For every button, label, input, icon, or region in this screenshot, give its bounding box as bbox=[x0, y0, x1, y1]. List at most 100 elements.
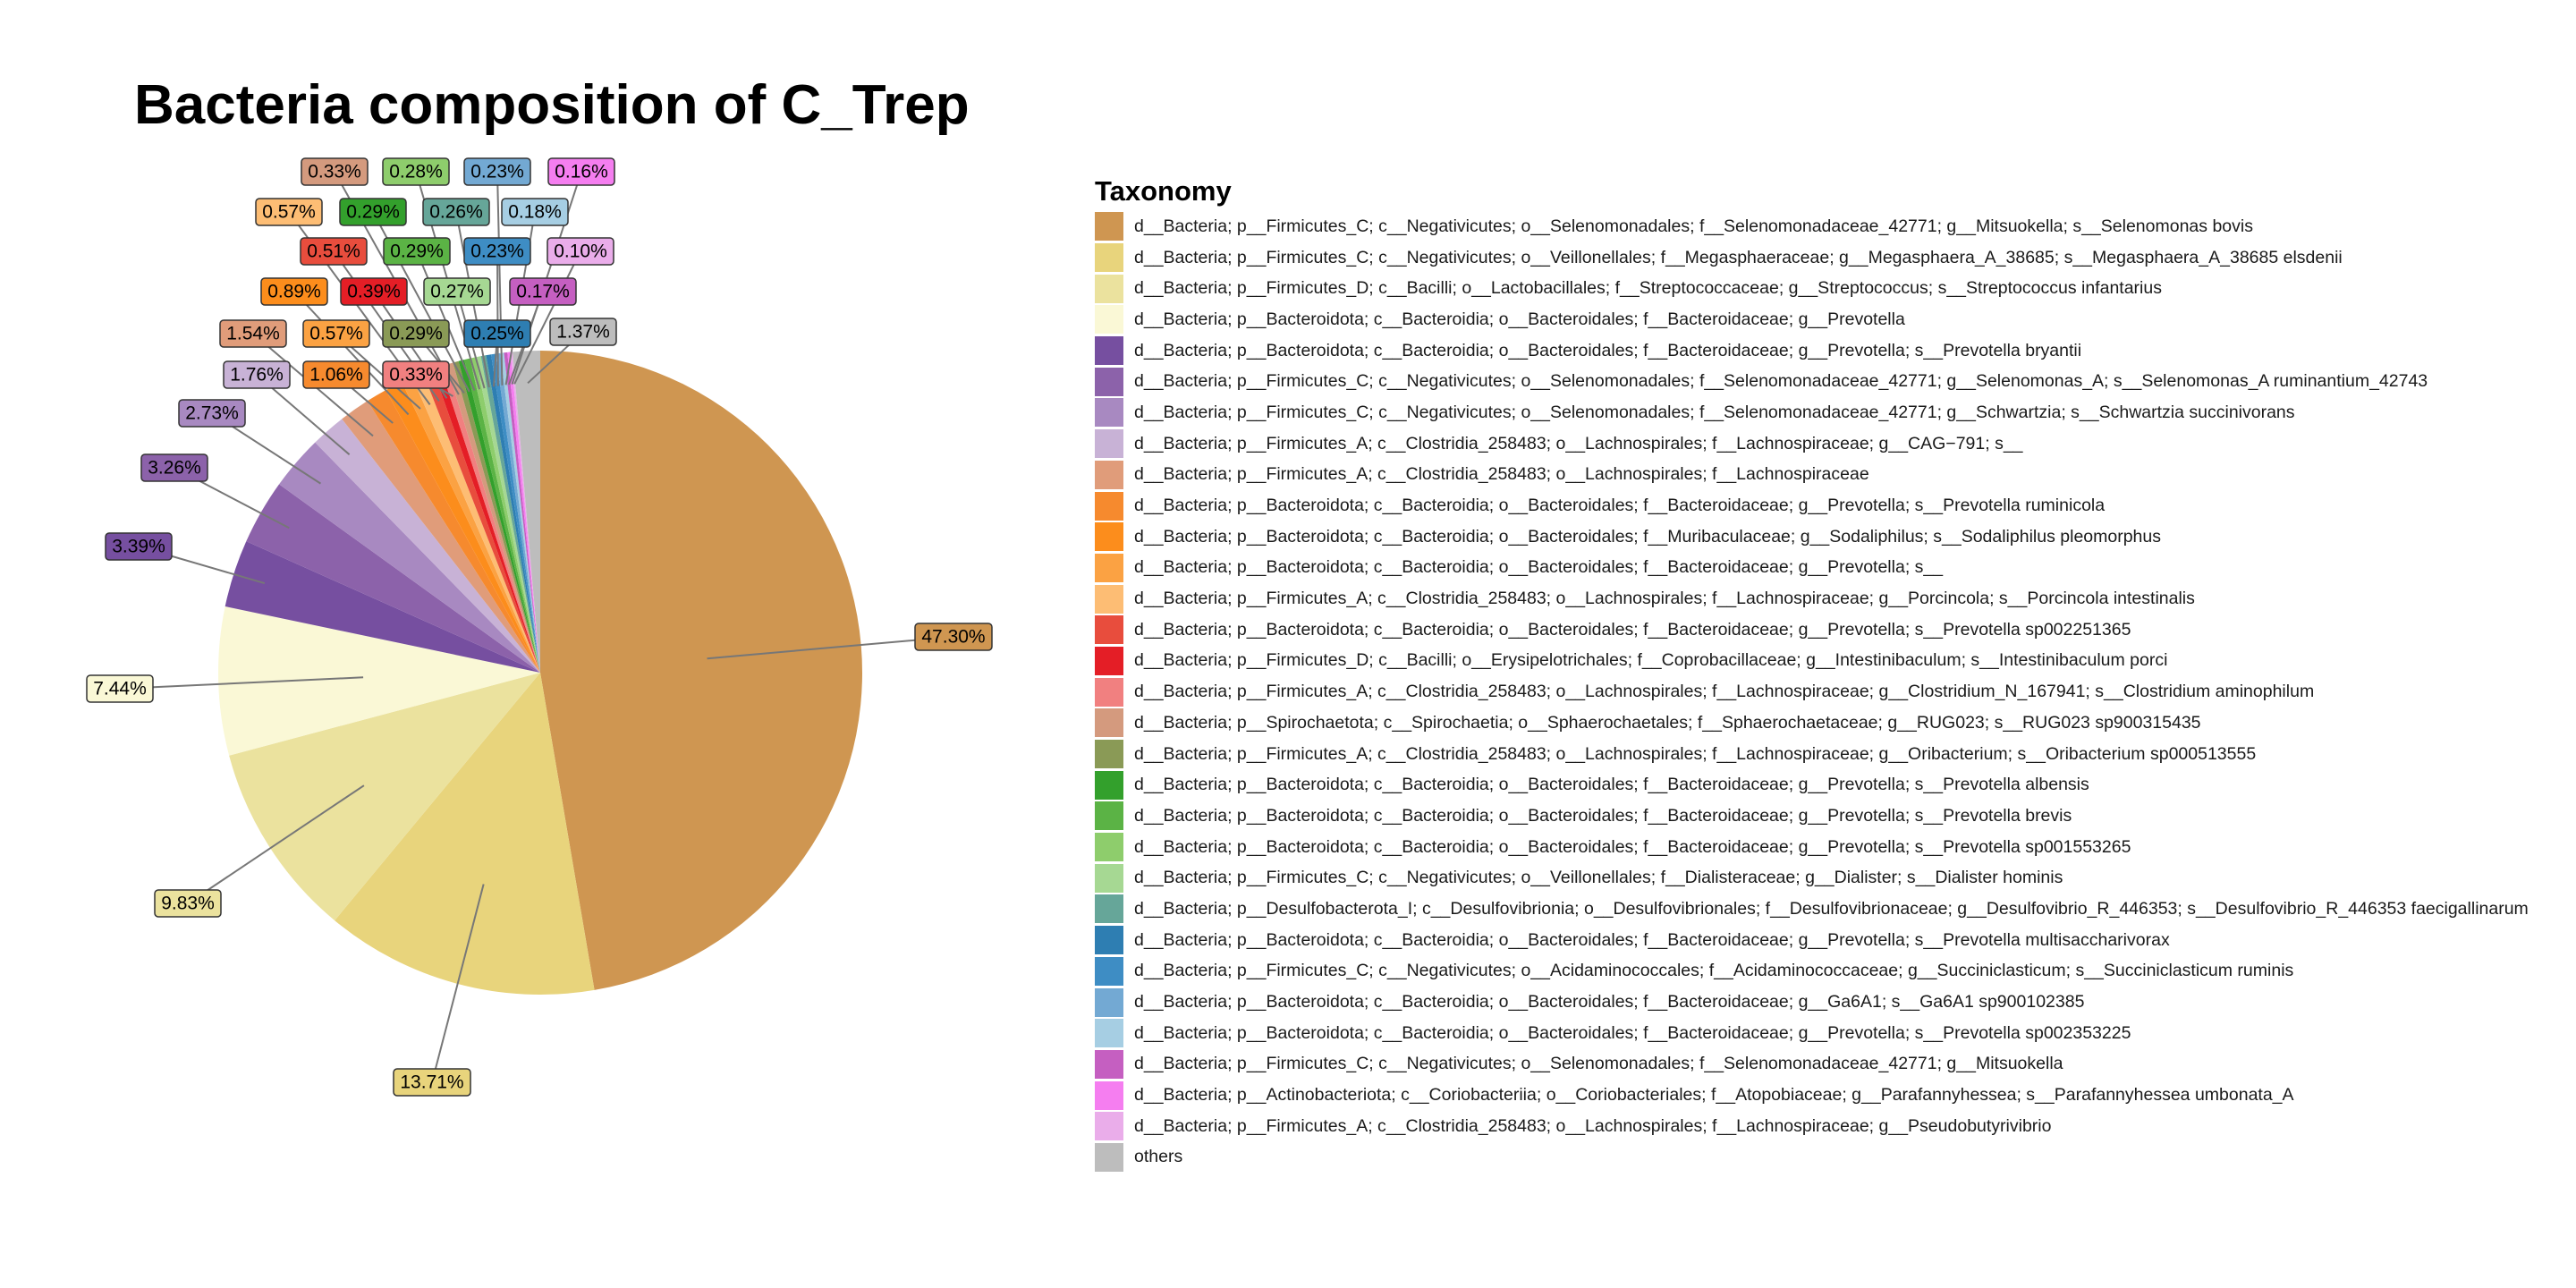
slice-value-label: 0.27% bbox=[423, 277, 491, 306]
legend-label: d__Bacteria; p__Bacteroidota; c__Bactero… bbox=[1134, 557, 1944, 578]
pie-slice bbox=[500, 352, 540, 673]
legend-label: others bbox=[1134, 1147, 1183, 1167]
legend-label: d__Bacteria; p__Firmicutes_A; c__Clostri… bbox=[1134, 433, 2023, 453]
legend-color-key bbox=[1095, 833, 1123, 862]
legend-label: d__Bacteria; p__Firmicutes_D; c__Bacilli… bbox=[1134, 278, 2162, 299]
slice-label-box bbox=[547, 237, 614, 266]
legend-item: d__Bacteria; p__Firmicutes_D; c__Bacilli… bbox=[1095, 273, 2529, 304]
slice-value-text: 0.57% bbox=[309, 324, 363, 344]
legend-item: d__Bacteria; p__Bacteroidota; c__Bactero… bbox=[1095, 987, 2529, 1018]
pie-slice bbox=[507, 352, 540, 673]
slice-value-text: 3.26% bbox=[148, 458, 201, 479]
legend-label: d__Bacteria; p__Bacteroidota; c__Bactero… bbox=[1134, 340, 2082, 360]
legend-color-key bbox=[1095, 615, 1123, 645]
slice-label-box bbox=[178, 399, 246, 428]
legend-items: d__Bacteria; p__Firmicutes_C; c__Negativ… bbox=[1095, 211, 2529, 1173]
slice-value-label: 0.29% bbox=[339, 198, 407, 226]
legend-label: d__Bacteria; p__Firmicutes_C; c__Negativ… bbox=[1134, 402, 2295, 422]
legend-item: d__Bacteria; p__Firmicutes_A; c__Clostri… bbox=[1095, 460, 2529, 491]
legend-item: others bbox=[1095, 1142, 2529, 1174]
pie-slice bbox=[510, 352, 540, 673]
legend-label: d__Bacteria; p__Firmicutes_C; c__Negativ… bbox=[1134, 1054, 2063, 1074]
legend-item: d__Bacteria; p__Firmicutes_C; c__Negativ… bbox=[1095, 211, 2529, 242]
slice-value-text: 0.10% bbox=[554, 242, 607, 262]
legend-item: d__Bacteria; p__Firmicutes_D; c__Bacilli… bbox=[1095, 646, 2529, 677]
slice-label-box bbox=[914, 623, 993, 651]
legend-color-key bbox=[1095, 646, 1123, 675]
slice-label-box bbox=[382, 360, 450, 389]
legend-item: d__Bacteria; p__Bacteroidota; c__Bactero… bbox=[1095, 335, 2529, 367]
legend-color-key bbox=[1095, 491, 1123, 521]
legend-item: d__Bacteria; p__Bacteroidota; c__Bactero… bbox=[1095, 521, 2529, 553]
legend-item: d__Bacteria; p__Desulfobacterota_I; c__D… bbox=[1095, 894, 2529, 925]
slice-label-box bbox=[547, 157, 615, 186]
pie-slice bbox=[367, 390, 540, 673]
legend-color-key bbox=[1095, 708, 1123, 738]
slice-label-box bbox=[340, 277, 408, 306]
legend-label: d__Bacteria; p__Firmicutes_A; c__Clostri… bbox=[1134, 589, 2195, 609]
legend-color-key bbox=[1095, 336, 1123, 366]
leader-line bbox=[496, 250, 499, 386]
slice-value-text: 0.25% bbox=[470, 324, 524, 344]
pie-slice bbox=[496, 352, 540, 673]
slice-value-label: 0.33% bbox=[301, 157, 369, 186]
slice-value-label: 3.39% bbox=[105, 532, 173, 561]
slice-label-box bbox=[105, 532, 173, 561]
legend-label: d__Bacteria; p__Bacteroidota; c__Bactero… bbox=[1134, 1022, 2131, 1043]
pie-slice bbox=[491, 353, 540, 673]
legend-color-key bbox=[1095, 1080, 1123, 1110]
slice-value-label: 1.06% bbox=[302, 360, 370, 389]
slice-value-text: 0.16% bbox=[555, 162, 608, 182]
slice-value-text: 0.33% bbox=[389, 365, 443, 386]
slice-value-text: 0.29% bbox=[346, 202, 400, 223]
slice-label-box bbox=[339, 198, 407, 226]
legend-item: d__Bacteria; p__Bacteroidota; c__Bactero… bbox=[1095, 1018, 2529, 1049]
legend-item: d__Bacteria; p__Firmicutes_C; c__Negativ… bbox=[1095, 956, 2529, 987]
slice-label-box bbox=[255, 198, 323, 226]
slice-value-label: 0.10% bbox=[547, 237, 614, 266]
legend-color-key bbox=[1095, 553, 1123, 582]
legend-item: d__Bacteria; p__Bacteroidota; c__Bactero… bbox=[1095, 614, 2529, 646]
pie-slice bbox=[432, 366, 540, 673]
slice-value-text: 0.27% bbox=[430, 282, 484, 302]
slice-label-box bbox=[140, 453, 208, 482]
pie-slice bbox=[342, 401, 540, 673]
pie-slice bbox=[475, 356, 540, 673]
legend-item: d__Bacteria; p__Firmicutes_A; c__Clostri… bbox=[1095, 428, 2529, 460]
slice-value-label: 0.57% bbox=[255, 198, 323, 226]
slice-value-label: 0.23% bbox=[463, 157, 531, 186]
legend-label: d__Bacteria; p__Desulfobacterota_I; c__D… bbox=[1134, 898, 2529, 919]
leader-line bbox=[187, 784, 365, 904]
legend-color-key bbox=[1095, 1112, 1123, 1141]
legend-label: d__Bacteria; p__Firmicutes_C; c__Negativ… bbox=[1134, 247, 2343, 267]
pie-slice bbox=[440, 364, 540, 673]
legend-color-key bbox=[1095, 243, 1123, 273]
slice-label-box bbox=[301, 157, 369, 186]
legend-label: d__Bacteria; p__Spirochaetota; c__Spiroc… bbox=[1134, 712, 2201, 733]
legend-color-key bbox=[1095, 801, 1123, 831]
legend-item: d__Bacteria; p__Firmicutes_A; c__Clostri… bbox=[1095, 583, 2529, 614]
slice-value-text: 0.57% bbox=[262, 202, 316, 223]
slice-value-text: 2.73% bbox=[185, 403, 239, 424]
slice-label-box bbox=[86, 674, 154, 703]
slice-value-label: 13.71% bbox=[393, 1068, 471, 1097]
legend-color-key bbox=[1095, 1142, 1123, 1172]
legend-label: d__Bacteria; p__Bacteroidota; c__Bactero… bbox=[1134, 309, 1905, 329]
slice-value-text: 0.29% bbox=[390, 242, 444, 262]
legend-item: d__Bacteria; p__Bacteroidota; c__Bactero… bbox=[1095, 769, 2529, 801]
slice-label-box bbox=[383, 237, 451, 266]
slice-value-label: 0.33% bbox=[382, 360, 450, 389]
pie-slice bbox=[402, 377, 540, 673]
legend-item: d__Bacteria; p__Firmicutes_A; c__Clostri… bbox=[1095, 1111, 2529, 1142]
slice-label-box bbox=[219, 319, 287, 348]
leader-line bbox=[293, 291, 410, 416]
slice-value-label: 1.37% bbox=[549, 318, 617, 346]
slice-value-label: 0.51% bbox=[300, 237, 368, 266]
pie-slice bbox=[540, 351, 863, 990]
pie-slices bbox=[218, 351, 863, 995]
legend-color-key bbox=[1095, 677, 1123, 707]
pie-slice bbox=[411, 372, 540, 673]
slice-label-box bbox=[509, 277, 577, 306]
slice-value-label: 47.30% bbox=[914, 623, 993, 651]
slice-value-text: 0.33% bbox=[308, 162, 361, 182]
